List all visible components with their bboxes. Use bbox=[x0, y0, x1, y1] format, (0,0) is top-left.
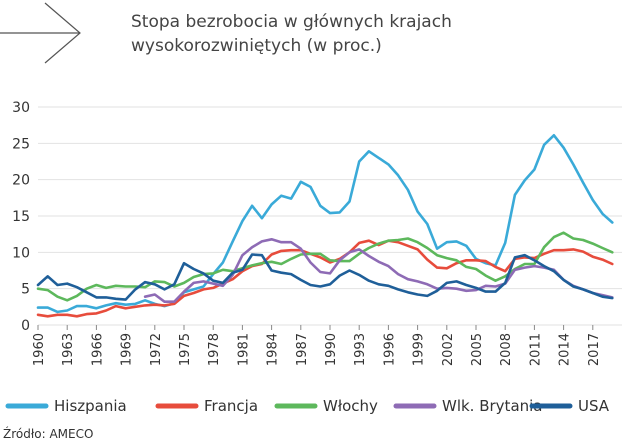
series-line-hiszpania bbox=[36, 134, 614, 314]
y-tick-label: 0 bbox=[21, 318, 30, 334]
x-tick-label: 1969 bbox=[120, 333, 135, 366]
chart-title-line-2: wysokorozwiniętych (w proc.) bbox=[131, 36, 382, 56]
legend-label-francja: Francja bbox=[204, 397, 258, 415]
x-tick-label: 1978 bbox=[207, 333, 222, 366]
x-tick-label: 1966 bbox=[90, 333, 105, 366]
chart-title-line-1: Stopa bezrobocia w głównych krajach bbox=[131, 12, 452, 32]
legend-label-wlk-brytania: Wlk. Brytania bbox=[442, 397, 543, 415]
x-tick-label: 1984 bbox=[266, 333, 281, 366]
x-tick-label: 2014 bbox=[558, 333, 573, 366]
series-lines bbox=[36, 134, 614, 318]
x-tick-label: 1996 bbox=[382, 333, 397, 366]
y-tick-label: 15 bbox=[12, 209, 30, 225]
x-tick-label: 1993 bbox=[353, 333, 368, 366]
x-tick-label: 1999 bbox=[412, 333, 427, 366]
x-tick-label: 1960 bbox=[32, 333, 47, 366]
x-tick-label: 2008 bbox=[499, 333, 514, 366]
x-tick-label: 1981 bbox=[236, 333, 251, 366]
y-tick-label: 25 bbox=[12, 136, 30, 152]
x-tick-label: 2011 bbox=[528, 333, 543, 366]
legend-label-w-ochy: Włochy bbox=[323, 397, 378, 415]
x-tick-label: 2002 bbox=[441, 333, 456, 366]
chart-legend: Hiszpania Francja Włochy Wlk. Brytania USA bbox=[5, 397, 610, 415]
y-tick-label: 20 bbox=[12, 173, 30, 189]
y-tick-label: 30 bbox=[12, 100, 30, 116]
legend-label-hiszpania: Hiszpania bbox=[54, 397, 127, 415]
x-tick-label: 1975 bbox=[178, 333, 193, 366]
y-tick-label: 10 bbox=[12, 245, 30, 261]
chevron-right-icon bbox=[0, 2, 81, 64]
series-line-wlk-brytania bbox=[143, 238, 614, 303]
grid-lines bbox=[38, 106, 622, 326]
x-tick-label: 1972 bbox=[149, 333, 164, 366]
source-note: Źródło: AMECO bbox=[3, 427, 94, 441]
y-axis-ticks: 0 5 10 15 20 25 30 bbox=[12, 100, 30, 334]
y-tick-label: 5 bbox=[21, 282, 30, 298]
x-axis-ticks: 1960 1963 1966 1969 1972 1975 1978 1981 1984 1987… bbox=[32, 325, 602, 366]
chart-title: Stopa bezrobocia w głównych krajach wyso… bbox=[131, 10, 452, 58]
x-tick-label: 2017 bbox=[587, 333, 602, 366]
series-line-usa bbox=[36, 253, 614, 301]
legend-label-usa: USA bbox=[578, 397, 610, 415]
series-line-francja bbox=[36, 239, 614, 318]
x-tick-label: 1963 bbox=[61, 333, 76, 366]
x-tick-label: 1990 bbox=[324, 333, 339, 366]
x-tick-label: 1987 bbox=[295, 333, 310, 366]
x-tick-label: 2005 bbox=[470, 333, 485, 366]
